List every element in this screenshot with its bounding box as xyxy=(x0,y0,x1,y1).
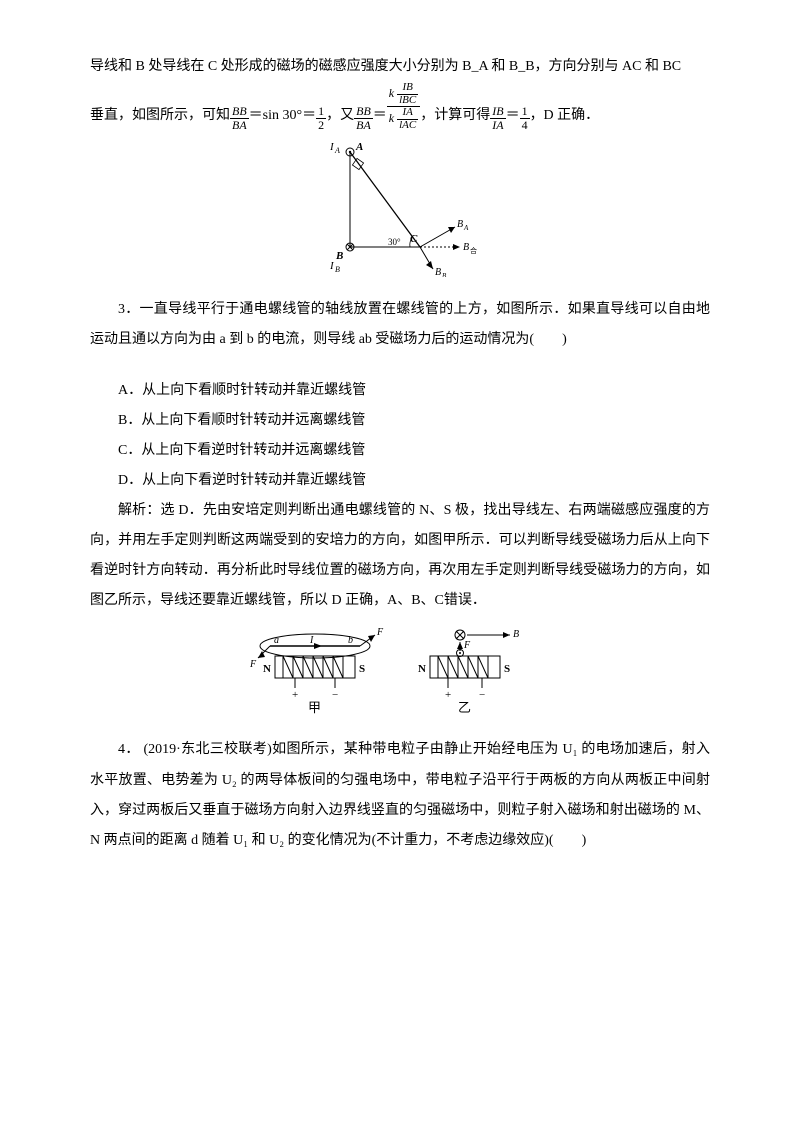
q4-lead: 4． (2019·东北三校联考)如图所示，某种带电粒子由静止开始经电压为 U₁ … xyxy=(90,735,710,855)
svg-text:a: a xyxy=(274,635,279,646)
svg-text:B: B xyxy=(435,267,441,277)
q3-option-b: B．从上向下看顺时针转动并远离螺线管 xyxy=(90,406,710,436)
svg-text:B: B xyxy=(457,219,463,230)
eq-tail: ，D 正确． xyxy=(530,101,600,131)
svg-text:+: + xyxy=(292,689,298,701)
paragraph-continuation: 导线和 B 处导线在 C 处形成的磁场的磁感应强度大小分别为 B_A 和 B_B… xyxy=(90,52,710,82)
svg-text:S: S xyxy=(504,663,510,675)
eq-prefix: 垂直，如图所示，可知 xyxy=(90,101,230,131)
svg-text:+: + xyxy=(445,689,451,701)
q3-explanation: 解析：选 D．先由安培定则判断出通电螺线管的 N、S 极，找出导线左、右两端磁感… xyxy=(90,496,710,616)
svg-text:N: N xyxy=(418,663,426,675)
svg-text:A: A xyxy=(334,146,340,155)
eq-mid3: ＝ xyxy=(373,101,387,131)
q3-option-c: C．从上向下看逆时针转动并远离螺线管 xyxy=(90,436,710,466)
label-jia: 甲 xyxy=(308,700,321,715)
svg-text:−: − xyxy=(332,689,338,701)
svg-text:B: B xyxy=(513,629,519,640)
svg-text:B: B xyxy=(335,250,343,262)
svg-text:A: A xyxy=(463,224,469,232)
equation-line: 垂直，如图所示，可知 BB BA ＝sin 30°＝ 1 2 ，又 BB BA … xyxy=(90,82,710,131)
q3-option-d: D．从上向下看逆时针转动并靠近螺线管 xyxy=(90,466,710,496)
frac-bb-ba-1: BB BA xyxy=(230,105,249,131)
frac-quarter: 1 4 xyxy=(520,105,530,131)
frac-ib-ia: IB IA xyxy=(490,105,505,131)
figure-1: IA A B IB C BA B合 BB 30° xyxy=(90,137,710,289)
frac-bb-ba-2: BB BA xyxy=(354,105,373,131)
q3-lead: 3．一直导线平行于通电螺线管的轴线放置在螺线管的上方，如图所示．如果直导线可以自… xyxy=(90,295,710,355)
label-yi: 乙 xyxy=(458,700,471,715)
svg-text:S: S xyxy=(359,663,365,675)
svg-text:F: F xyxy=(376,627,384,638)
svg-text:30°: 30° xyxy=(388,237,401,247)
svg-text:B: B xyxy=(442,272,447,277)
svg-text:A: A xyxy=(355,141,363,153)
svg-text:F: F xyxy=(250,659,257,670)
q3-option-a: A．从上向下看顺时针转动并靠近螺线管 xyxy=(90,376,710,406)
svg-text:b: b xyxy=(348,635,353,646)
svg-text:N: N xyxy=(263,663,271,675)
eq-mid5: ＝ xyxy=(506,101,520,131)
svg-text:B: B xyxy=(335,265,340,274)
eq-mid4: ，计算可得 xyxy=(420,101,490,131)
eq-mid1: ＝sin 30°＝ xyxy=(249,101,316,131)
svg-text:−: − xyxy=(479,689,485,701)
svg-text:合: 合 xyxy=(470,246,477,255)
frac-half: 1 2 xyxy=(316,105,326,131)
eq-mid2: ，又 xyxy=(326,101,354,131)
svg-text:F: F xyxy=(463,640,471,651)
svg-text:B: B xyxy=(463,242,469,253)
figure-2: a I b F F N S + − 甲 xyxy=(90,622,710,729)
svg-text:I: I xyxy=(309,635,314,646)
frac-compound: k IB lBC k IA lAC xyxy=(387,82,420,131)
